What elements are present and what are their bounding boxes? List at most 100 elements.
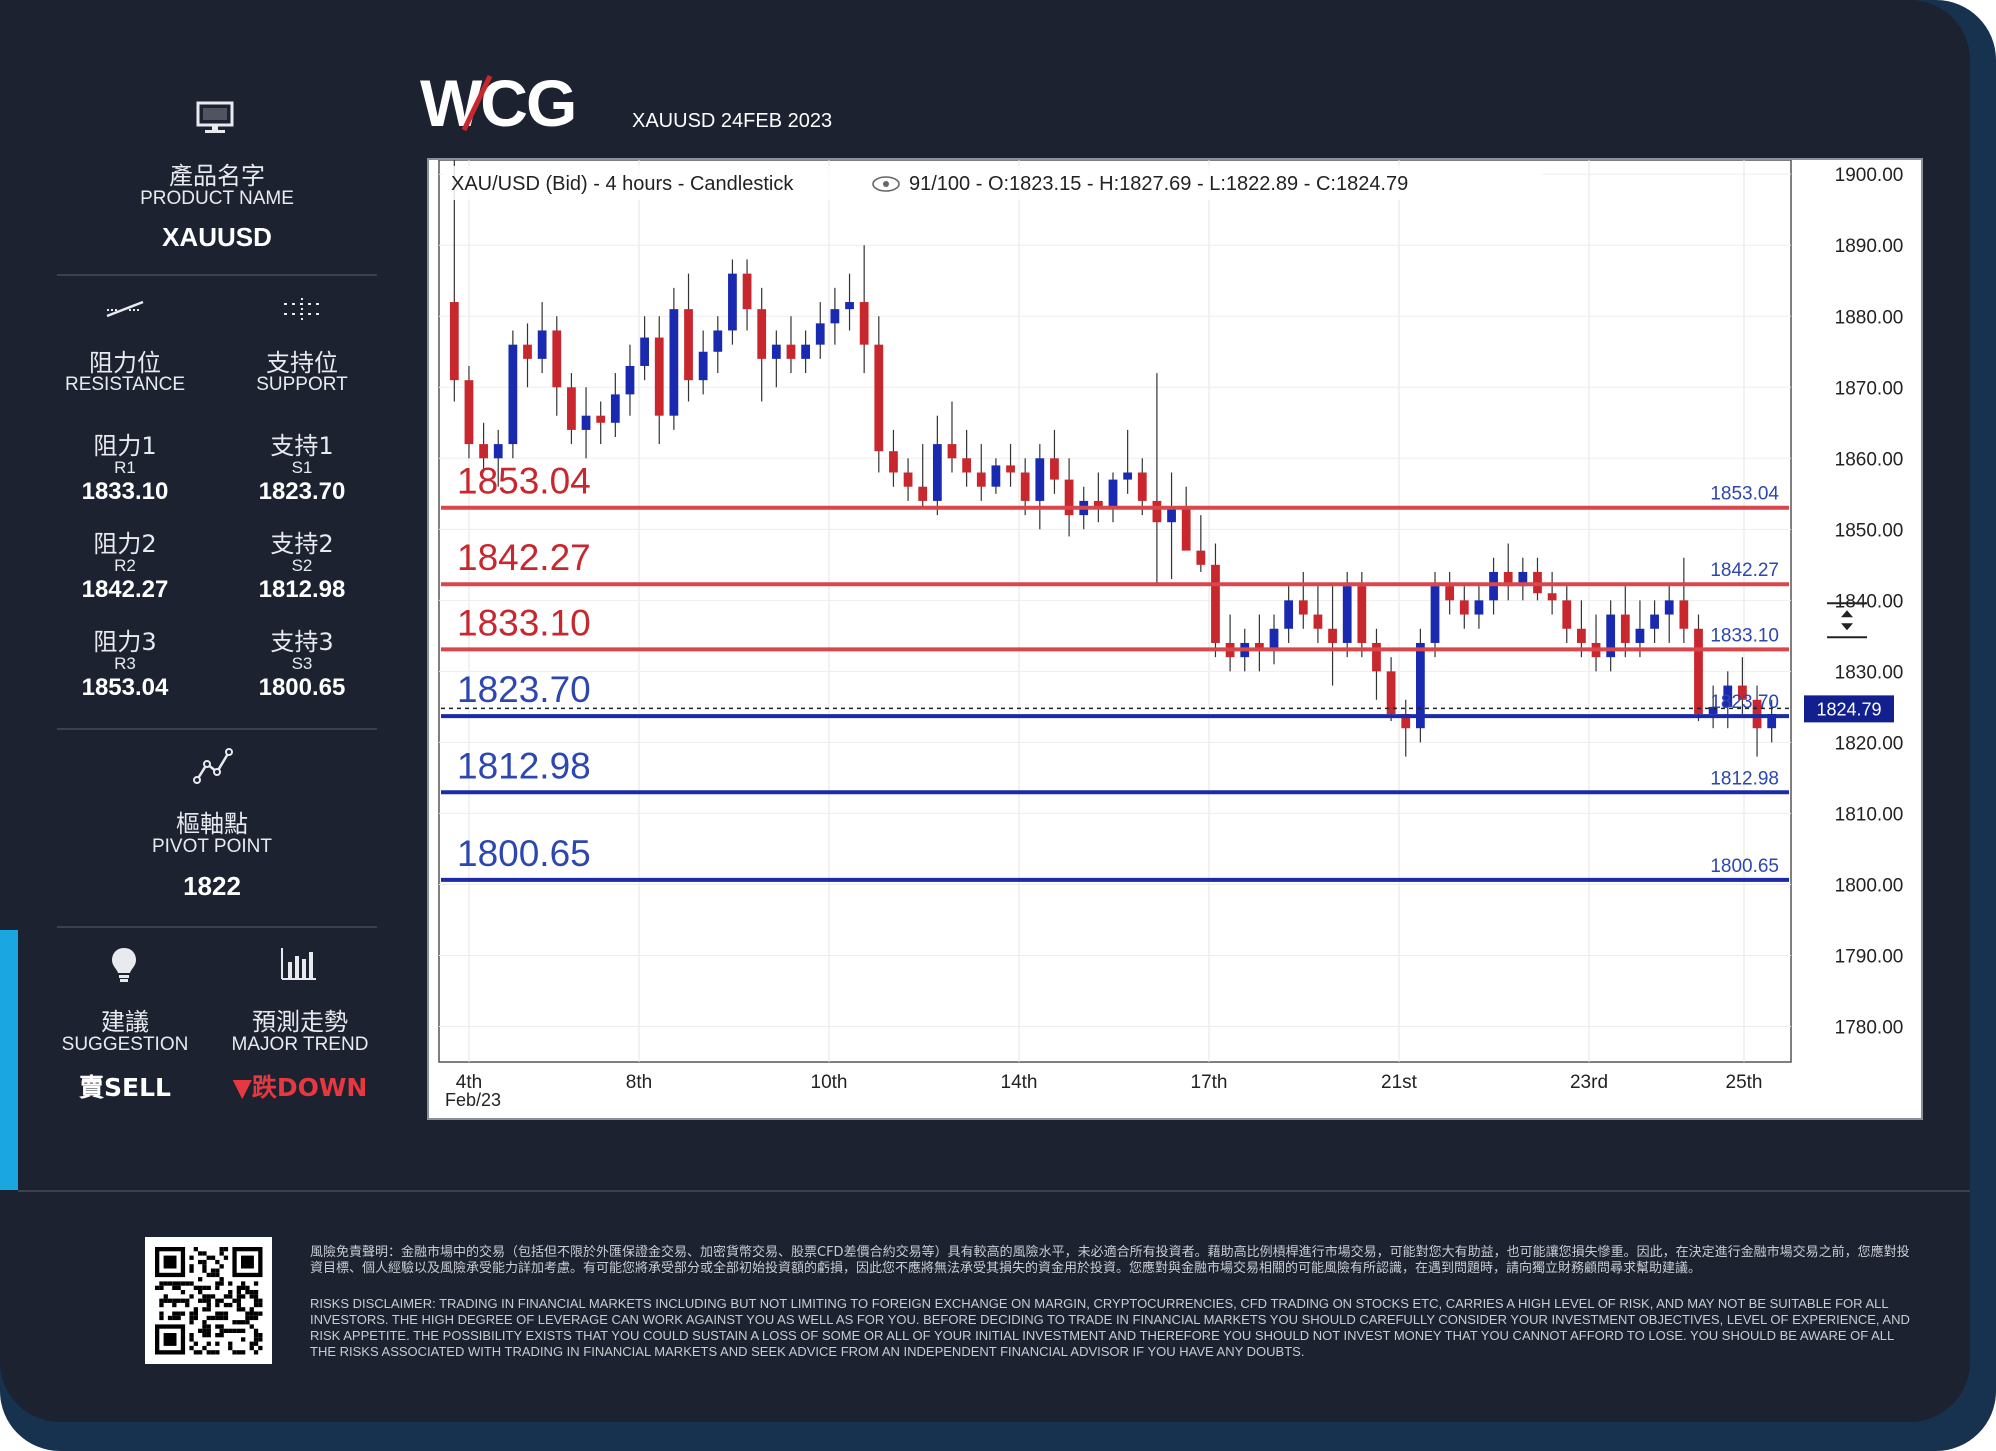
resistance-label-cn: 阻力位 [89,349,161,377]
candle-body [654,337,664,416]
pivot-label-en: PIVOT POINT [151,836,272,857]
candle-body [1386,671,1396,714]
report-subtitle: XAUUSD 24FEB 2023 [632,110,833,132]
candle-body [1547,593,1557,601]
chart-title-meta: 91/100 - O:1823.15 - H:1827.69 - L:1822.… [909,173,1408,195]
candle-body [947,444,957,459]
candle-body [815,323,825,345]
suggestion-label-en: SUGGESTION [61,1034,189,1055]
x-tick-label: 23rd [1570,1072,1608,1093]
x-tick-label: 25th [1726,1072,1763,1093]
y-tick-label: 1850.00 [1835,520,1904,541]
pivot-value: 1822 [183,871,241,901]
candle-body [625,365,635,395]
r2-value: 1842.27 [81,576,169,603]
candle-body [801,344,811,359]
candle-body [1372,642,1381,672]
candle-body [1708,706,1718,714]
resistance-line-icon [106,300,144,318]
y-tick-label: 1890.00 [1835,236,1904,257]
suggestion-value: 賣SELL [79,1073,171,1102]
product-value: XAUUSD [162,222,272,252]
support-level-label: 1812.98 [457,745,591,786]
candle-body [537,330,547,359]
r1-value: 1833.10 [81,478,169,505]
candle-body [1006,465,1015,473]
candle-body [669,309,679,416]
candle-body [1577,628,1586,643]
eye-icon-pupil [883,181,889,187]
candle-body [1767,713,1777,729]
candle-body [742,273,752,310]
disclaimer-en: RISKS DISCLAIMER: TRADING IN FINANCIAL M… [310,1296,1910,1359]
support-axis-label: 1823.70 [1710,692,1779,713]
chart-frame: 1900.00 1890.00 1880.00 1870.00 1860.00 1850.… [427,158,1923,1120]
candlestick-chart: 1900.00 1890.00 1880.00 1870.00 1860.00 1850.… [438,159,1904,1110]
candle-body [1298,600,1308,615]
product-label-cn: 產品名字 [169,162,265,190]
candle-body [1401,713,1411,729]
candle-body [479,444,488,459]
r2-label-en: R2 [114,556,136,575]
current-price-tag [1804,695,1894,723]
candle-body [845,302,854,310]
y-tick-label: 1840.00 [1835,591,1904,612]
candle-body [1020,472,1030,501]
plot-area [438,159,1792,1063]
y-tick-label: 1800.00 [1835,875,1904,896]
chart-title: XAU/USD (Bid) - 4 hours - Candlestick [451,173,794,195]
x-tick-label: 10th [811,1072,848,1093]
candle-body [1313,614,1323,629]
candle-body [1342,586,1352,643]
eye-icon [872,176,900,192]
candle-body [1137,472,1147,501]
candle-body [1064,479,1074,516]
bar-chart-icon [281,948,316,980]
s3-label-en: S3 [291,654,313,673]
r3-value: 1853.04 [81,674,169,701]
resistance-axis-label: 1842.27 [1710,560,1779,581]
resistance-level-label: 1853.04 [457,461,591,502]
support-level-label: 1823.70 [457,669,591,710]
s3-value: 1800.65 [258,674,346,701]
candle-body [918,486,928,501]
candle-body [786,344,796,359]
footer-divider [18,1190,1970,1192]
candle-body [1093,500,1103,509]
r2-label-cn: 阻力2 [93,530,157,558]
x-tick-label: 14th [1001,1072,1038,1093]
x-sub-label: Feb/23 [445,1090,501,1110]
y-tick-label: 1880.00 [1835,307,1904,328]
lightbulb-icon [112,948,136,982]
disclaimer-cn: 風險免責聲明：金融市場中的交易（包括但不限於外匯保證金交易、加密貨幣交易、股票C… [310,1245,1910,1276]
candle-body [1606,614,1616,658]
support-axis-label: 1800.65 [1710,856,1779,877]
candle-body [596,415,606,423]
s2-value: 1812.98 [258,576,346,603]
support-level-label: 1800.65 [457,833,591,874]
candle-body [1503,571,1513,587]
x-tick-label: 17th [1191,1072,1228,1093]
candle-body [830,309,840,324]
axis-handle-icon [1841,610,1853,631]
candle-body [1694,628,1703,714]
candle-body [859,302,869,345]
candle-body [1430,586,1440,643]
candle-body [508,344,518,445]
candle-body [1664,600,1674,615]
candle-body [523,344,532,359]
divider [57,926,377,928]
candle-body [1167,508,1176,523]
candle-body [1620,614,1630,643]
support-axis-label: 1812.98 [1710,768,1779,789]
resistance-label-en: RESISTANCE [64,374,185,395]
support-dots-icon [284,298,320,320]
candle-body [903,472,913,487]
candle-body [1459,600,1469,615]
y-tick-label: 1780.00 [1835,1017,1904,1038]
candle-body [698,351,708,381]
r1-label-en: R1 [114,458,136,477]
candle-body [1635,628,1645,643]
candle-body [1474,600,1484,615]
y-tick-label: 1830.00 [1835,662,1904,683]
